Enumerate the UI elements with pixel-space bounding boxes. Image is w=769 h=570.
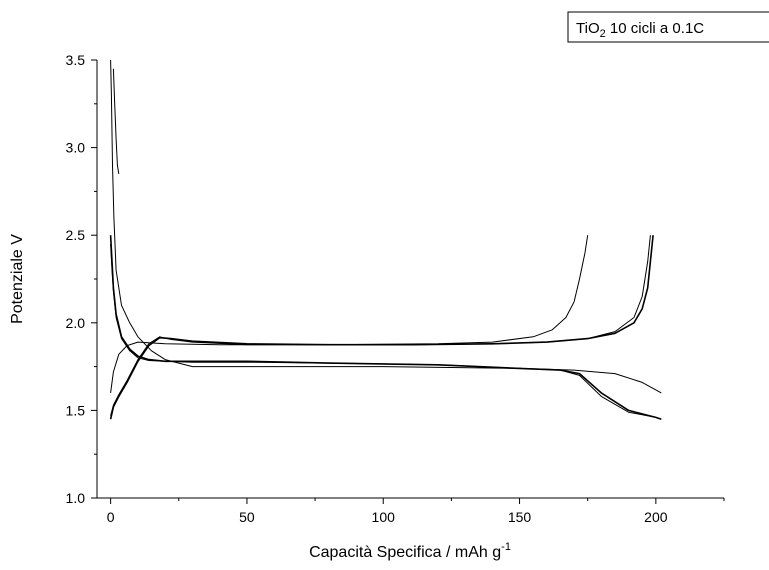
x-ticks: 0 50 100 150 200 [107, 498, 725, 525]
y-tick-label: 3.0 [66, 140, 86, 156]
y-tick-label: 3.5 [66, 52, 86, 68]
x-axis-title-sup: -1 [501, 541, 511, 553]
series-line-7 [110, 235, 589, 393]
y-tick-label: 1.0 [66, 490, 86, 506]
legend: TiO2 10 cicli a 0.1C [567, 11, 769, 43]
series-line-6 [110, 235, 651, 416]
y-ticks: 1.0 1.5 2.0 2.5 3.0 3.5 [66, 52, 97, 506]
legend-label: TiO2 10 cicli a 0.1C [576, 20, 704, 40]
series-group [109, 59, 662, 420]
series-line-5 [109, 235, 654, 420]
x-axis-title-main: Capacità Specifica / mAh g [309, 544, 501, 561]
y-tick-label: 1.5 [66, 402, 86, 418]
legend-text-rest: 10 cicli a 0.1C [606, 20, 705, 37]
legend-text-sub: 2 [600, 28, 606, 40]
series-line-1 [109, 235, 662, 420]
y-tick-label: 2.0 [66, 315, 86, 331]
y-axis-title: Potenziale V [9, 234, 26, 324]
legend-box [567, 11, 769, 43]
axes [96, 60, 724, 499]
x-tick-label: 0 [107, 509, 115, 525]
x-axis-title: Capacità Specifica / mAh g-1 [309, 541, 511, 561]
series-line-4 [112, 68, 120, 174]
x-tick-label: 50 [239, 509, 255, 525]
x-tick-label: 150 [508, 509, 532, 525]
y-tick-label: 2.5 [66, 227, 86, 243]
series-line-2 [110, 243, 662, 420]
x-tick-label: 100 [372, 509, 396, 525]
series-line-3 [110, 59, 662, 394]
legend-text-main: TiO [576, 20, 600, 37]
x-tick-label: 200 [644, 509, 668, 525]
